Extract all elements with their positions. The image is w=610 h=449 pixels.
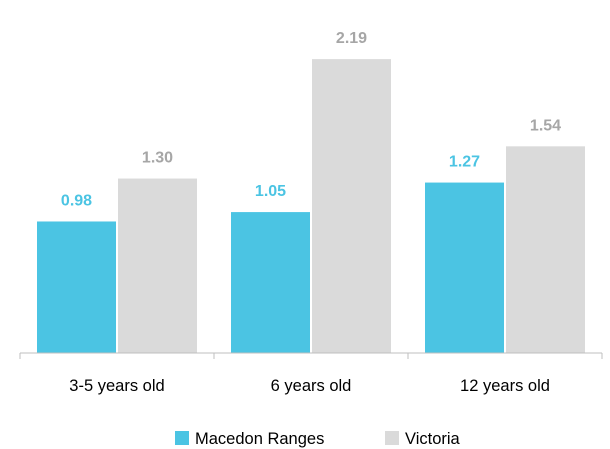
value-label-macedon-ranges-2: 1.05 (255, 183, 286, 200)
x-tick-label-2: 6 years old (271, 377, 352, 395)
value-label-victoria-1: 1.30 (142, 150, 173, 167)
legend-swatch-macedon-ranges (175, 431, 189, 445)
legend: Macedon Ranges Victoria (175, 430, 461, 448)
x-tick-label-1: 3-5 years old (69, 377, 164, 395)
value-label-macedon-ranges-1: 0.98 (61, 192, 92, 209)
value-label-victoria-2: 2.19 (336, 30, 367, 47)
legend-swatch-victoria (385, 431, 399, 445)
bar-victoria-2 (312, 59, 391, 354)
legend-label-macedon-ranges: Macedon Ranges (195, 430, 324, 448)
bars-group (37, 59, 585, 354)
value-labels-group: 0.98 1.30 1.05 2.19 1.27 1.54 (61, 30, 561, 209)
x-tick-label-3: 12 years old (460, 377, 550, 395)
value-label-victoria-3: 1.54 (530, 117, 561, 134)
bar-macedon-ranges-1 (37, 221, 116, 353)
bar-victoria-1 (118, 178, 197, 353)
legend-label-victoria: Victoria (405, 430, 461, 448)
bar-victoria-3 (506, 146, 585, 353)
bar-macedon-ranges-2 (231, 212, 310, 353)
bar-macedon-ranges-3 (425, 182, 504, 353)
x-axis: 3-5 years old 6 years old 12 years old (19, 352, 603, 395)
value-label-macedon-ranges-3: 1.27 (449, 154, 480, 171)
